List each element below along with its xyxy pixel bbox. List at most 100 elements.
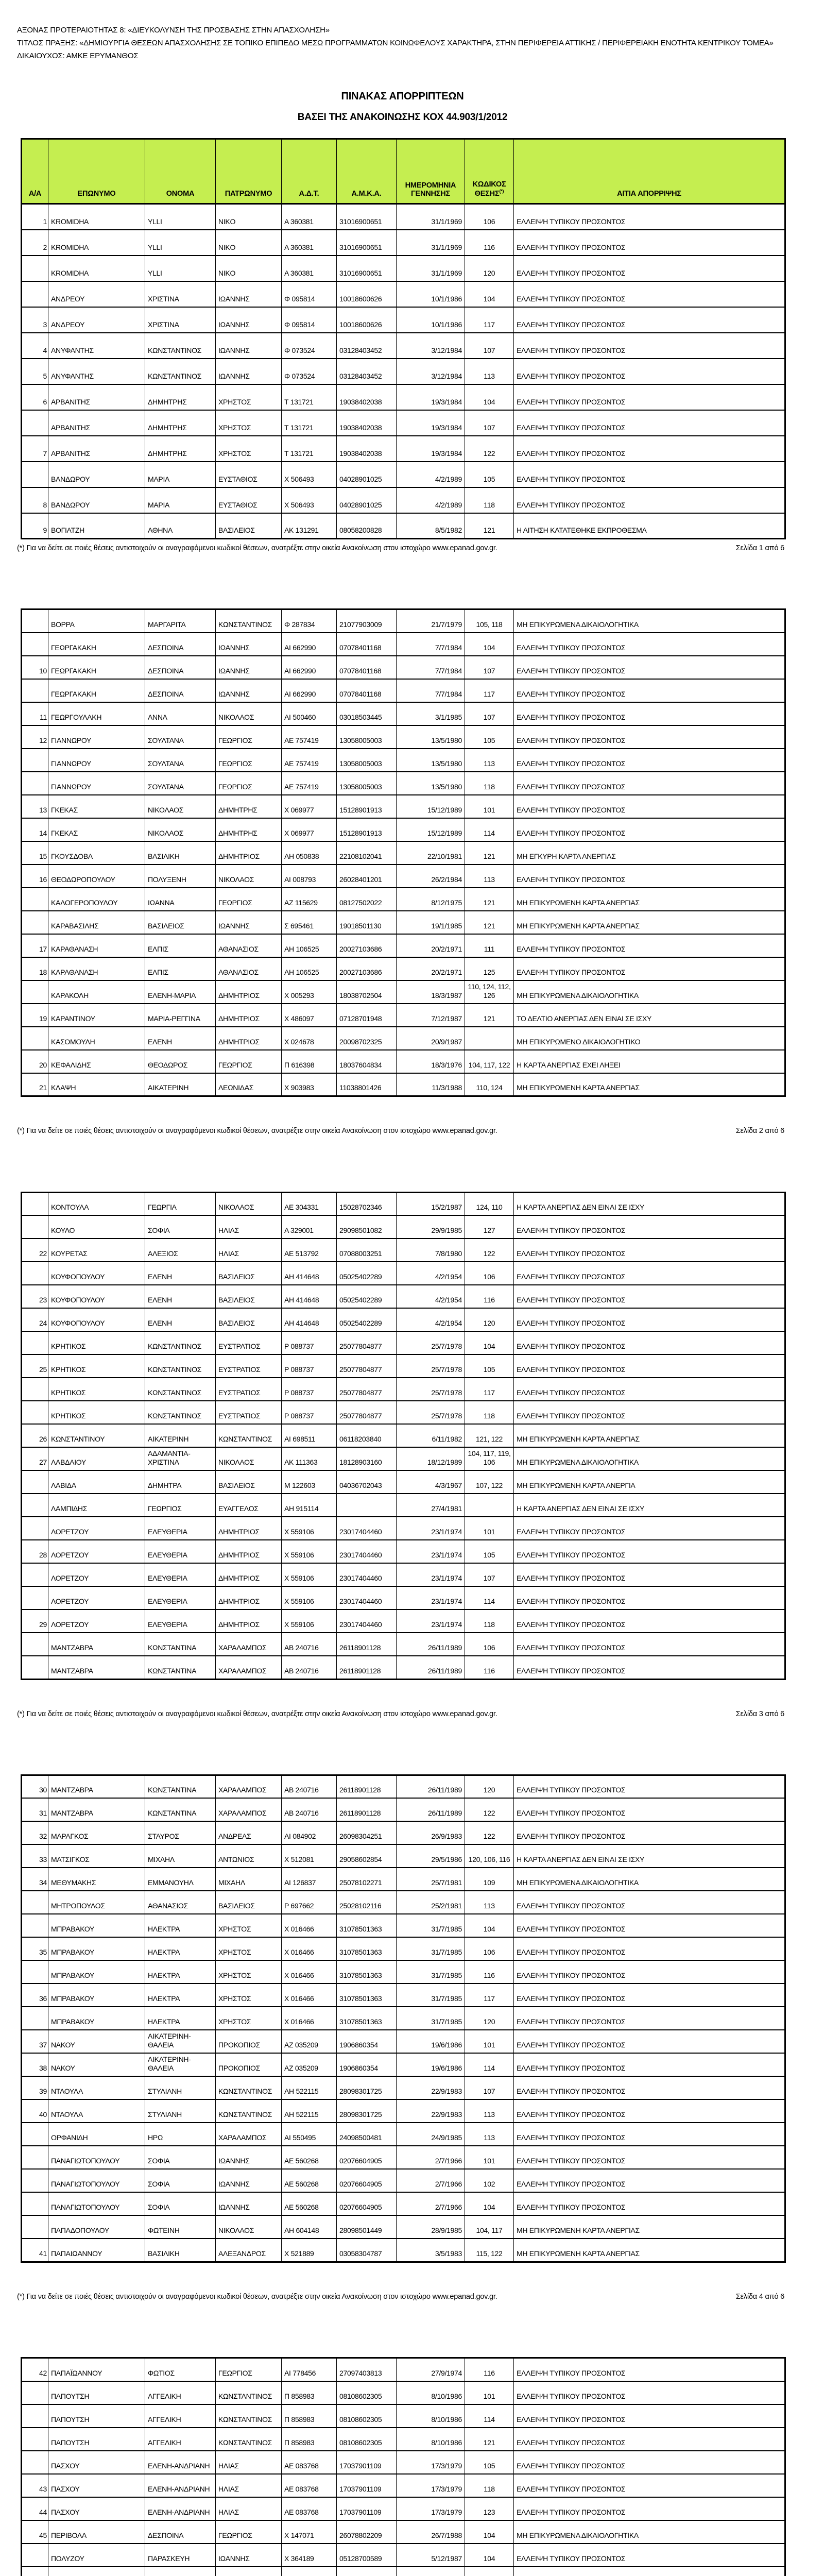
rejection-reason-cell: ΕΛΛΕΙΨΗ ΤΥΠΙΚΟΥ ΠΡΟΣΟΝΤΟΣ — [513, 486, 785, 514]
table-row: 15 ΓΚΟΥΣΔΟΒΑ ΒΑΣΙΛΙΚΗ ΔΗΜΗΤΡΙΟΣ ΑΗ 050838 221… — [21, 840, 785, 865]
table-row: ΚΟΥΦΟΠΟΥΛΟΥ ΕΛΕΝΗ ΒΑΣΙΛΕΙΟΣ ΑΗ 414648 050254… — [21, 1261, 785, 1286]
serial-number-cell: 23 — [21, 1284, 48, 1309]
surname-cell: ΓΚΕΚΑΣ — [48, 794, 145, 819]
serial-number-cell: 35 — [21, 1937, 48, 1961]
patronymic-cell: ΕΥΑΓΓΕΛΟΣ — [215, 1493, 282, 1518]
id-card-cell: Χ 069977 — [281, 817, 337, 842]
firstname-cell: ΕΛΕΥΘΕΡΙΑ — [145, 1516, 216, 1541]
rejection-reason-cell: ΕΛΛΕΙΨΗ ΤΥΠΙΚΟΥ ΠΡΟΣΟΝΤΟΣ — [513, 724, 785, 749]
table-row: 13 ΓΚΕΚΑΣ ΝΙΚΟΛΑΟΣ ΔΗΜΗΤΡΗΣ Χ 069977 15128901… — [21, 794, 785, 819]
birthdate-cell: 29/5/1986 — [396, 1844, 465, 1869]
amka-cell: 08108602305 — [336, 2427, 397, 2451]
patronymic-cell: ΓΕΩΡΓΙΟΣ — [215, 2357, 282, 2382]
rejection-reason-cell: ΕΛΛΕΙΨΗ ΤΥΠΙΚΟΥ ΠΡΟΣΟΝΤΟΣ — [513, 1261, 785, 1286]
table-row: 34 ΜΕΘΥΜΑΚΗΣ ΕΜΜΑΝΟΥΗΛ ΜΙΧΑΗΛ ΑΙ 126837 25078… — [21, 1867, 785, 1892]
amka-cell: 31078501363 — [336, 1983, 397, 2008]
surname-cell: ΜΑΝΤΖΑΒΡΑ — [48, 1798, 145, 1822]
patronymic-cell: ΧΑΡΑΛΑΜΠΟΣ — [215, 1655, 282, 1680]
surname-cell: ΑΡΒΑΝΙΤΗΣ — [48, 435, 145, 462]
table-row: 20 ΚΕΦΑΛΙΔΗΣ ΘΕΟΔΩΡΟΣ ΓΕΩΡΓΙΟΣ Π 616398 18037… — [21, 1049, 785, 1074]
serial-number-cell — [21, 678, 48, 703]
id-card-cell: Ρ 697662 — [281, 1890, 337, 1915]
amka-cell: 26028401201 — [336, 863, 397, 888]
firstname-cell: ΔΕΣΠΟΙΝΑ — [145, 655, 216, 680]
position-codes-cell: 123 — [465, 2496, 514, 2521]
firstname-cell: ΦΩΤΕΙΝΗ — [145, 2215, 216, 2240]
id-card-cell: Ρ 088737 — [281, 1354, 337, 1379]
position-codes-cell: 121 — [465, 2427, 514, 2451]
position-codes-cell: 116 — [465, 1284, 514, 1309]
position-codes-cell: 117 — [465, 1377, 514, 1402]
serial-number-cell — [21, 1493, 48, 1518]
id-card-cell: ΑΕ 757419 — [281, 748, 337, 772]
rejection-reason-cell: ΜΗ ΕΠΙΚΥΡΩΜΕΝΑ ΔΙΚΑΙΟΛΟΓΗΤΙΚΑ — [513, 979, 785, 1004]
table-row: 5 ΑΝΥΦΑΝΤΗΣ ΚΩΝΣΤΑΝΤΙΝΟΣ ΙΩΑΝΝΗΣ Φ 073524 031… — [21, 358, 785, 385]
surname-cell: ΒΟΓΙΑΤΖΗ — [48, 512, 145, 539]
table-row: ΠΑΝΑΓΙΩΤΟΠΟΥΛΟΥ ΣΟΦΙΑ ΙΩΑΝΝΗΣ ΑΕ 560268 0207… — [21, 2192, 785, 2216]
id-card-cell: Π 858983 — [281, 2403, 337, 2428]
serial-number-cell — [21, 1913, 48, 1938]
position-codes-cell: 118 — [465, 486, 514, 514]
surname-cell: ΚΛΑΨΗ — [48, 1072, 145, 1097]
firstname-cell: ΝΙΚΟΛΑΟΣ — [145, 817, 216, 842]
id-card-cell: ΑΖ 035209 — [281, 2053, 337, 2077]
patronymic-cell: ΚΩΝΣΤΑΝΤΙΝΟΣ — [215, 2380, 282, 2405]
column-header-label: ΗΜΕΡΟΜΗΝΙΑ ΓΕΝΝΗΣΗΣ — [405, 181, 456, 198]
position-codes-cell: 106 — [465, 1632, 514, 1657]
amka-cell: 29058602854 — [336, 1844, 397, 1869]
firstname-cell: ΑΙΚΑΤΕΡΙΝΗ — [145, 1423, 216, 1448]
patronymic-cell: ΔΗΜΗΤΡΙΟΣ — [215, 1586, 282, 1611]
surname-cell: ΒΑΝΔΩΡΟΥ — [48, 461, 145, 488]
surname-cell: ΚΟΥΦΟΠΟΥΛΟΥ — [48, 1308, 145, 1332]
position-codes-cell: 104 — [465, 383, 514, 411]
amka-cell: 25077804877 — [336, 1400, 397, 1425]
table-row: 27 ΛΑΒΔΑΙΟΥ ΑΔΑΜΑΝΤΙΑ-ΧΡΙΣΤΙΝΑ ΝΙΚΟΛΑΟΣ ΑΚ 1… — [21, 1447, 785, 1471]
amka-cell: 04036702043 — [336, 1470, 397, 1495]
table-row: 29 ΛΟΡΕΤΖΟΥ ΕΛΕΥΘΕΡΙΑ ΔΗΜΗΤΡΙΟΣ Χ 559106 2301… — [21, 1609, 785, 1634]
serial-number-cell — [21, 910, 48, 935]
table-row: ΒΑΝΔΩΡΟΥ ΜΑΡΙΑ ΕΥΣΤΑΘΙΟΣ Χ 506493 0402890102… — [21, 461, 785, 488]
patronymic-cell: ΜΙΧΑΗΛ — [215, 1867, 282, 1892]
surname-cell: ΒΑΝΔΩΡΟΥ — [48, 486, 145, 514]
rejection-reason-cell: ΜΗ ΕΠΙΚΥΡΩΜΕΝΗ ΚΑΡΤΑ ΑΝΕΡΓΙΑΣ — [513, 2215, 785, 2240]
rejection-reason-cell: ΕΛΛΕΙΨΗ ΤΥΠΙΚΟΥ ΠΡΟΣΟΝΤΟΣ — [513, 1937, 785, 1961]
table-row: 12 ΓΙΑΝΝΩΡΟΥ ΣΟΥΛΤΑΝΑ ΓΕΩΡΓΙΟΣ ΑΕ 757419 1305… — [21, 724, 785, 749]
patronymic-cell: ΓΕΩΡΓΙΟΣ — [215, 748, 282, 772]
id-card-cell: Π 616398 — [281, 1049, 337, 1074]
surname-cell: ΑΝΔΡΕΟΥ — [48, 280, 145, 308]
surname-cell: ΘΕΟΔΩΡΟΠΟΥΛΟΥ — [48, 863, 145, 888]
position-codes-cell: 104 — [465, 632, 514, 656]
amka-cell: 31016900651 — [336, 255, 397, 282]
surname-cell: ΜΑΡΑΓΚΟΣ — [48, 1821, 145, 1845]
serial-number-cell: 28 — [21, 1539, 48, 1564]
amka-cell: 26118901128 — [336, 1655, 397, 1680]
position-codes-cell: 111 — [465, 933, 514, 958]
rejection-reason-cell: ΕΛΛΕΙΨΗ ΤΥΠΙΚΟΥ ΠΡΟΣΟΝΤΟΣ — [513, 409, 785, 436]
amka-cell: 19038402038 — [336, 409, 397, 436]
surname-cell: ΚΟΥΡΕΤΑΣ — [48, 1238, 145, 1263]
position-codes-cell: 113 — [465, 863, 514, 888]
rejection-reason-cell: ΜΗ ΕΠΙΚΥΡΩΜΕΝΗ ΚΑΡΤΑ ΑΝΕΡΓΙΑΣ — [513, 887, 785, 911]
firstname-cell: ΣΟΦΙΑ — [145, 2168, 216, 2193]
id-card-cell: ΑΕ 513792 — [281, 1238, 337, 1263]
firstname-cell: ΚΩΝΣΤΑΝΤΙΝΑ — [145, 1774, 216, 1799]
rejection-reason-cell: ΕΛΛΕΙΨΗ ΤΥΠΙΚΟΥ ΠΡΟΣΟΝΤΟΣ — [513, 306, 785, 333]
firstname-cell: ΚΩΝΣΤΑΝΤΙΝΑ — [145, 1798, 216, 1822]
serial-number-cell — [21, 1331, 48, 1355]
birthdate-cell: 4/2/1954 — [396, 1261, 465, 1286]
amka-cell: 25077804877 — [336, 1354, 397, 1379]
column-header-label: ΑΙΤΙΑ ΑΠΟΡΡΙΨΗΣ — [617, 190, 681, 198]
firstname-cell: ΑΘΗΝΑ — [145, 512, 216, 539]
patronymic-cell: ΒΑΣΙΛΕΙΟΣ — [215, 1890, 282, 1915]
id-card-cell: Π 858983 — [281, 2427, 337, 2451]
surname-cell: ΓΙΑΝΝΩΡΟΥ — [48, 724, 145, 749]
surname-cell: ΠΑΣΧΟΥ — [48, 2450, 145, 2475]
surname-cell: ΛΑΜΠΙΔΗΣ — [48, 1493, 145, 1518]
surname-cell: ΓΕΩΡΓΑΚΑΚΗ — [48, 655, 145, 680]
rejection-reason-cell: ΕΛΛΕΙΨΗ ΤΥΠΙΚΟΥ ΠΡΟΣΟΝΤΟΣ — [513, 2496, 785, 2521]
birthdate-cell: 8/12/1975 — [396, 887, 465, 911]
id-card-cell: ΑΚ 111363 — [281, 1447, 337, 1471]
serial-number-cell: 33 — [21, 1844, 48, 1869]
serial-number-cell — [21, 2006, 48, 2031]
